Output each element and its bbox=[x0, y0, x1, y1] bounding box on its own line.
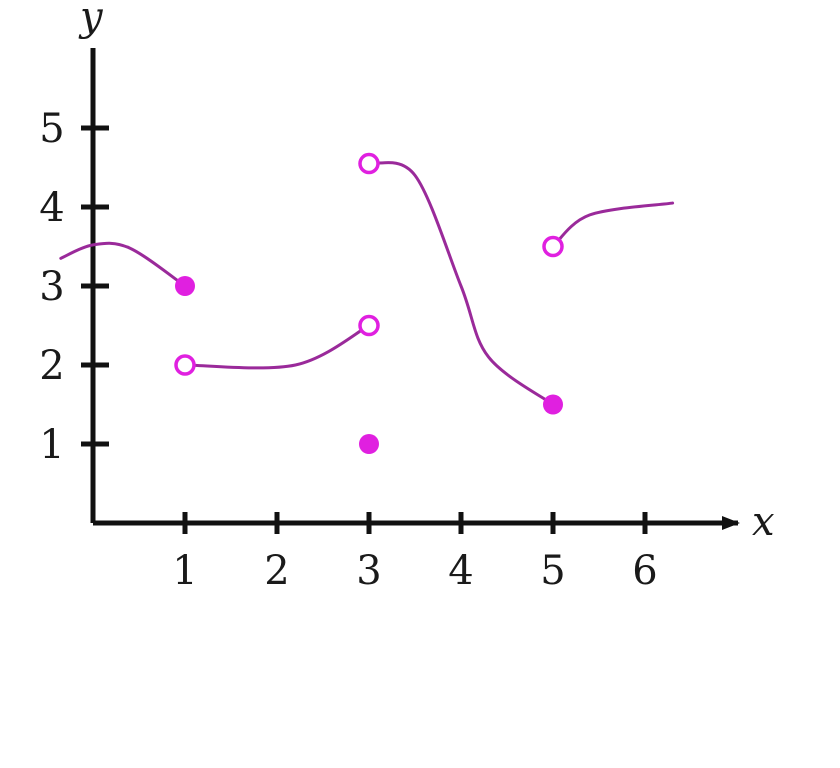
x-axis-arrowhead bbox=[722, 516, 740, 530]
y-tick-label: 3 bbox=[39, 264, 64, 310]
y-tick-label: 4 bbox=[39, 185, 64, 231]
x-tick-label: 3 bbox=[356, 548, 381, 594]
markers bbox=[174, 152, 564, 454]
closed-point bbox=[359, 434, 379, 454]
axes: x y bbox=[78, 0, 775, 545]
x-tick-label: 6 bbox=[632, 548, 657, 594]
x-tick-label: 2 bbox=[264, 548, 289, 594]
ticks: 1 2 3 4 5 6 1 2 3 4 5 bbox=[39, 106, 657, 594]
open-point bbox=[358, 152, 380, 175]
open-point bbox=[542, 235, 564, 258]
y-tick-label: 1 bbox=[39, 422, 64, 468]
curve-segment bbox=[551, 201, 675, 248]
closed-point bbox=[175, 276, 195, 296]
y-tick-label: 5 bbox=[39, 106, 64, 152]
curve-segment bbox=[367, 161, 555, 406]
curves bbox=[59, 161, 675, 406]
y-axis-label: y bbox=[78, 0, 104, 40]
x-axis-label: x bbox=[752, 499, 775, 545]
x-tick-label: 4 bbox=[448, 548, 473, 594]
open-point bbox=[174, 354, 196, 376]
open-point bbox=[358, 314, 380, 337]
curve-segment bbox=[183, 324, 371, 370]
curve-segment bbox=[59, 241, 187, 288]
closed-point bbox=[543, 394, 563, 415]
y-tick-label: 2 bbox=[39, 343, 64, 389]
x-tick-label: 5 bbox=[540, 548, 565, 594]
x-tick-label: 1 bbox=[172, 548, 197, 594]
